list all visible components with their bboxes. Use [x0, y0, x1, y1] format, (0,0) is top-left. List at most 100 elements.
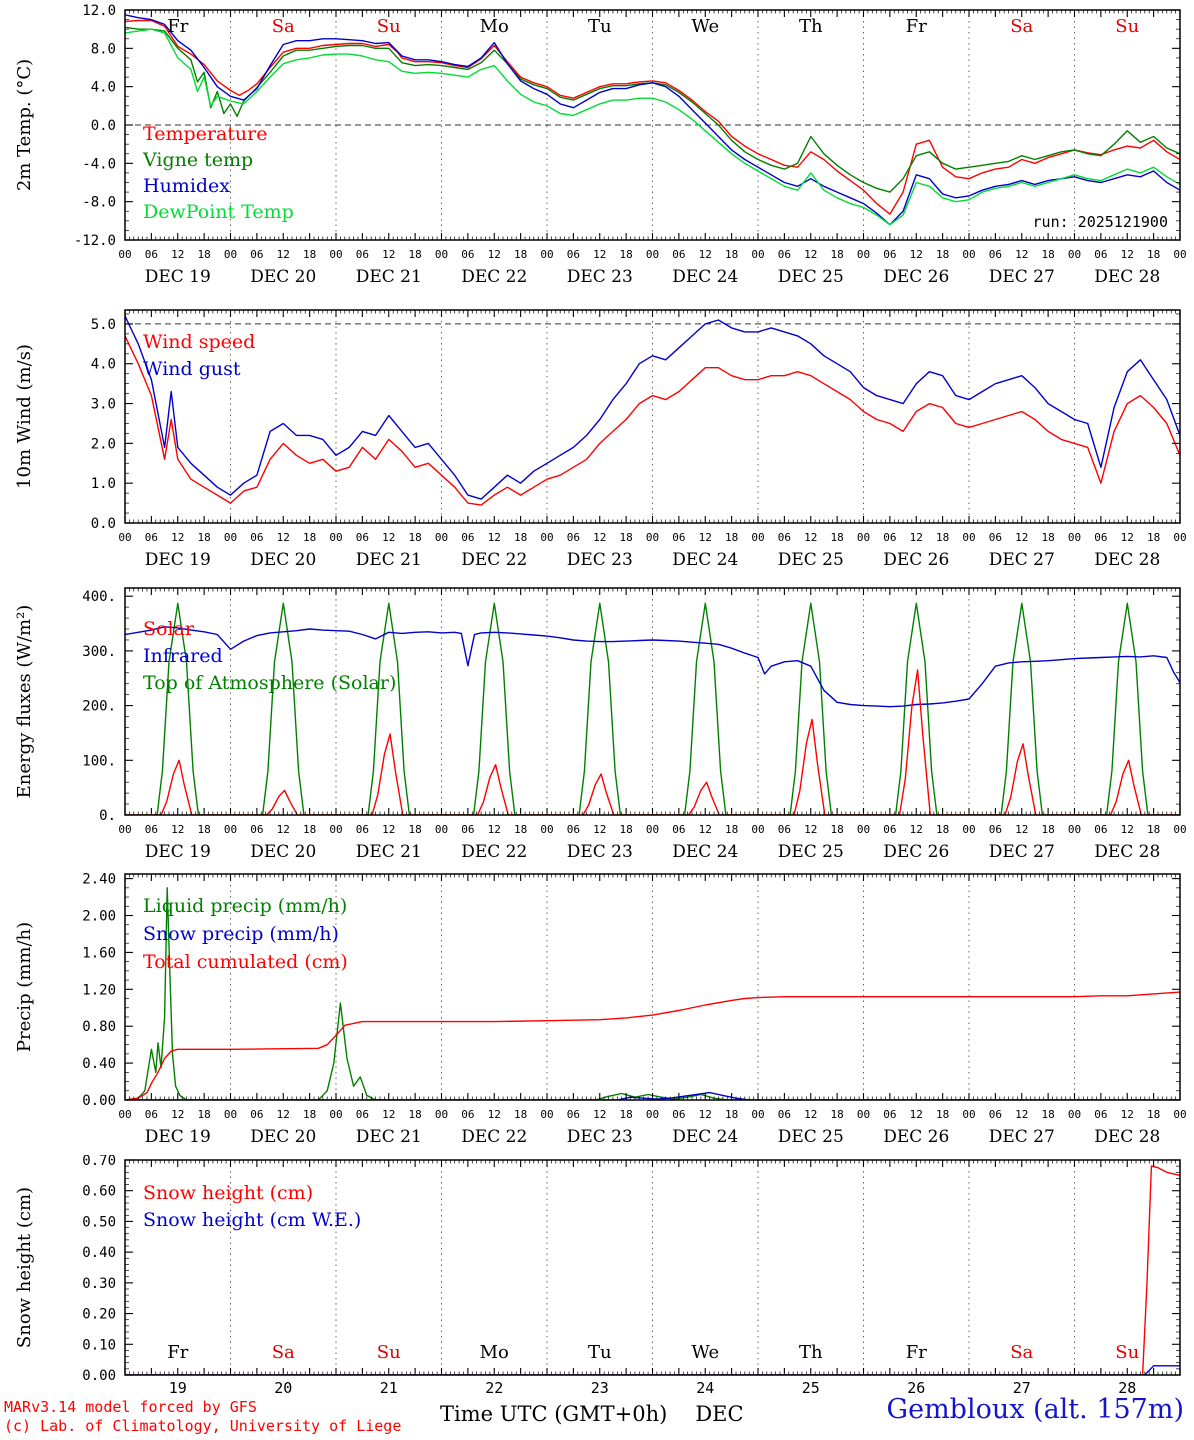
date-label: DEC 21 — [356, 1127, 422, 1147]
y-tick-label: 0.60 — [82, 1184, 116, 1200]
y-tick-label: 300. — [82, 644, 116, 660]
date-label: DEC 21 — [356, 550, 422, 570]
energy-flux-panel: 0. 100. 200. 300. 400. 00 06 12 18 00 06 12 18 00 06 12… — [14, 587, 1187, 862]
y-tick-label: 0.00 — [82, 1368, 116, 1384]
y-axis-title: Precip (mm/h) — [14, 922, 35, 1052]
date-label: DEC 22 — [461, 842, 527, 862]
weekday-label: Fr — [906, 16, 927, 37]
hour-label: 00 — [540, 823, 553, 836]
date-label: DEC 28 — [1094, 842, 1160, 862]
model-credit: MARv3.14 model forced by GFS (c) Lab. of… — [4, 1398, 401, 1436]
hour-label: 18 — [514, 1108, 527, 1121]
hour-label: 18 — [303, 823, 316, 836]
y-tick-label: 3.0 — [91, 397, 116, 413]
date-label: DEC 25 — [778, 550, 844, 570]
legend-snow-height-cm: Snow height (cm) — [143, 1182, 313, 1204]
legend-total-cumulated-cm: Total cumulated (cm) — [143, 951, 348, 973]
weekday-label: Su — [1115, 16, 1139, 37]
legend-wind-gust: Wind gust — [143, 358, 241, 380]
date-label: DEC 21 — [356, 267, 422, 287]
y-tick-label: 2.00 — [82, 909, 116, 925]
hour-label: 00 — [224, 823, 237, 836]
hour-label: 06 — [672, 1108, 685, 1121]
hour-label: 06 — [567, 1108, 580, 1121]
hour-label: 18 — [198, 531, 211, 544]
hour-label: 18 — [620, 248, 633, 261]
precipitation-panel-series — [125, 887, 1180, 1100]
date-label: DEC 20 — [250, 267, 316, 287]
hour-label: 12 — [1015, 531, 1028, 544]
y-axis-title: Energy fluxes (W/m²) — [14, 605, 35, 799]
y-tick-label: 2.40 — [82, 872, 116, 888]
hour-label: 00 — [751, 1108, 764, 1121]
y-tick-label: 1.0 — [91, 476, 116, 492]
hour-label: 00 — [751, 248, 764, 261]
hour-label: 00 — [329, 531, 342, 544]
hour-label: 06 — [672, 248, 685, 261]
date-label: DEC 25 — [778, 842, 844, 862]
hour-label: 18 — [1042, 531, 1055, 544]
y-tick-label: 0.0 — [91, 118, 116, 134]
weekday-label: Mo — [480, 16, 509, 37]
model-credit-line2: (c) Lab. of Climatology, University of L… — [4, 1417, 402, 1435]
y-tick-label: -8.0 — [82, 195, 116, 211]
hour-label: 00 — [224, 248, 237, 261]
hour-label: 06 — [145, 531, 158, 544]
y-tick-label: 0.40 — [82, 1056, 116, 1072]
series-infrared — [125, 626, 1180, 708]
hour-label: 18 — [620, 823, 633, 836]
date-label: DEC 27 — [989, 550, 1055, 570]
hour-label: 06 — [356, 1108, 369, 1121]
hour-label: 06 — [250, 531, 263, 544]
hour-label: 06 — [672, 531, 685, 544]
hour-label: 12 — [171, 531, 184, 544]
hour-label: 12 — [488, 531, 501, 544]
hour-label: 00 — [962, 531, 975, 544]
date-label: DEC 19 — [145, 267, 211, 287]
hour-label: 18 — [620, 1108, 633, 1121]
hour-label: 18 — [831, 531, 844, 544]
hour-label: 00 — [751, 823, 764, 836]
station-label: Gembloux (alt. 157m) — [886, 1394, 1184, 1425]
y-axis-title: Snow height (cm) — [14, 1187, 35, 1348]
hour-label: 06 — [672, 823, 685, 836]
series-total-cumulated — [125, 991, 1180, 1100]
day-number-label: 22 — [485, 1379, 503, 1397]
hour-label: 06 — [1094, 531, 1107, 544]
weekday-label: Su — [377, 1342, 401, 1363]
hour-label: 18 — [198, 248, 211, 261]
date-label: DEC 24 — [672, 550, 738, 570]
hour-label: 18 — [303, 531, 316, 544]
snow-height-panel: 0.00 0.10 0.20 0.30 0.40 0.50 0.60 0.70 19 20 21 22… — [14, 1155, 1181, 1397]
hour-label: 06 — [356, 823, 369, 836]
hour-label: 12 — [277, 531, 290, 544]
legend-dewpoint-temp: DewPoint Temp — [143, 201, 294, 223]
hour-label: 00 — [1173, 248, 1186, 261]
hour-label: 00 — [857, 248, 870, 261]
hour-label: 18 — [303, 248, 316, 261]
hour-label: 06 — [145, 1108, 158, 1121]
day-number-label: 25 — [802, 1379, 820, 1397]
hour-label: 00 — [329, 823, 342, 836]
series-snow-height — [125, 1165, 1180, 1375]
hour-label: 00 — [646, 531, 659, 544]
date-label: DEC 26 — [883, 1127, 949, 1147]
hour-label: 00 — [329, 1108, 342, 1121]
hour-label: 06 — [461, 1108, 474, 1121]
hour-label: 12 — [1121, 823, 1134, 836]
date-label: DEC 20 — [250, 550, 316, 570]
hour-label: 06 — [145, 248, 158, 261]
hour-label: 12 — [277, 823, 290, 836]
date-label: DEC 28 — [1094, 1127, 1160, 1147]
temperature-panel: -12.0 -8.0 -4.0 0.0 4.0 8.0 12.0 00 06 12 18 00 06 12… — [14, 3, 1187, 287]
day-number-label: 28 — [1118, 1379, 1136, 1397]
hour-label: 12 — [1121, 1108, 1134, 1121]
y-tick-label: 0.00 — [82, 1093, 116, 1109]
hour-label: 18 — [1042, 1108, 1055, 1121]
hour-label: 12 — [1121, 531, 1134, 544]
hour-label: 06 — [356, 248, 369, 261]
hour-label: 12 — [488, 248, 501, 261]
hour-label: 18 — [831, 248, 844, 261]
hour-label: 18 — [725, 823, 738, 836]
